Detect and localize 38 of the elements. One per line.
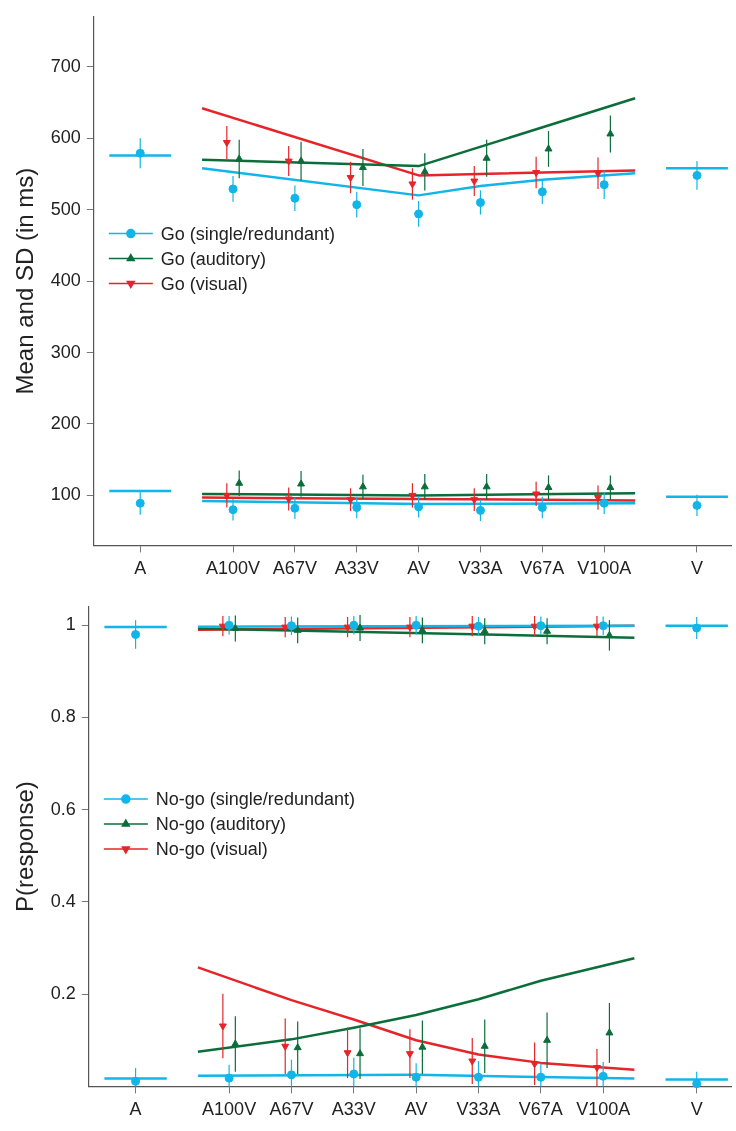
y-tick-label: 400 <box>50 270 81 291</box>
legend-label: No-go (single/redundant) <box>155 789 355 810</box>
x-tick-label: A <box>129 1099 142 1120</box>
x-tick-label: V100A <box>577 558 632 579</box>
legend-label: Go (visual) <box>160 273 248 294</box>
y-tick-label: 200 <box>50 412 81 433</box>
y-tick-label: 0.2 <box>50 983 76 1004</box>
x-tick-label: V100A <box>576 1099 631 1120</box>
x-tick-label: AV <box>407 558 430 579</box>
x-tick-label: A <box>134 558 147 579</box>
x-tick-label: V33A <box>458 558 503 579</box>
y-tick-label: 300 <box>50 341 81 362</box>
x-tick-label: V67A <box>518 1099 563 1120</box>
y-tick-label: 700 <box>50 55 81 76</box>
x-tick-label: A33V <box>331 1099 376 1120</box>
x-tick-label: A33V <box>334 558 379 579</box>
y-tick-label: 0.4 <box>50 890 76 911</box>
y-tick-label: 0.8 <box>50 706 76 727</box>
y-tick-label: 1 <box>65 614 76 635</box>
legend-label: Go (single/redundant) <box>160 223 335 244</box>
y-axis-title: P(response) <box>11 781 39 912</box>
y-tick-label: 500 <box>50 198 81 219</box>
x-tick-label: A100V <box>206 558 261 579</box>
y-tick-label: 0.6 <box>50 798 76 819</box>
x-tick-label: A100V <box>202 1099 257 1120</box>
x-tick-label: V67A <box>520 558 565 579</box>
x-tick-label: AV <box>404 1099 428 1120</box>
x-tick-label: V33A <box>456 1099 501 1120</box>
x-tick-label: A67V <box>272 558 317 579</box>
y-tick-label: 600 <box>50 127 81 148</box>
legend-label: No-go (visual) <box>155 839 268 860</box>
x-tick-label: V <box>690 558 703 579</box>
legend-label: Go (auditory) <box>160 248 266 269</box>
x-tick-label: A67V <box>269 1099 314 1120</box>
y-axis-title: Mean and SD (in ms) <box>11 167 39 395</box>
legend-label: No-go (auditory) <box>155 814 286 835</box>
x-tick-label: V <box>690 1099 703 1120</box>
y-tick-label: 100 <box>50 484 81 505</box>
